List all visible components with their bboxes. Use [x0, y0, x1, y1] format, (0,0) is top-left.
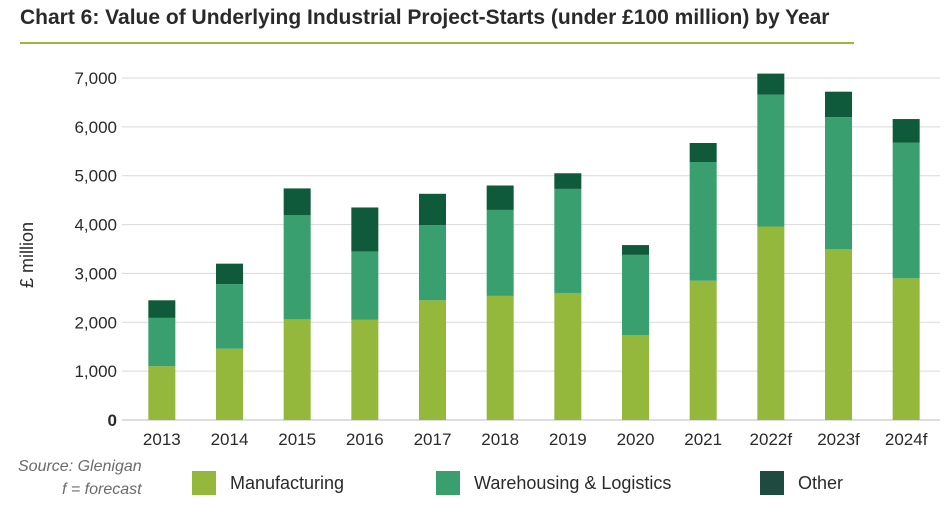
bar-other-2013 [148, 300, 176, 318]
bar-warehousing-logistics-2021 [689, 162, 717, 281]
legend-swatch-other [760, 471, 784, 495]
legend-label-other: Other [798, 472, 844, 493]
x-tick-label: 2022f [750, 430, 793, 449]
bar-other-2016 [351, 207, 379, 252]
forecast-note: f = forecast [62, 481, 142, 498]
bar-manufacturing-2024f [892, 278, 920, 420]
y-axis-label: £ million [17, 222, 37, 288]
bar-manufacturing-2016 [351, 319, 379, 420]
bar-other-2014 [216, 263, 243, 285]
x-tick-label: 2018 [481, 430, 519, 449]
x-tick-label: 2021 [684, 430, 722, 449]
bar-manufacturing-2018 [486, 295, 514, 420]
bar-other-2022f [757, 73, 785, 95]
bar-manufacturing-2017 [419, 300, 446, 420]
bar-warehousing-logistics-2014 [216, 284, 243, 349]
title-underline [20, 42, 854, 44]
y-tick-label: 0 [108, 411, 117, 430]
bar-manufacturing-2022f [757, 226, 785, 420]
y-axis-ticks: 0 1,000 2,000 3,000 4,000 5,000 6,000 7,000 [74, 69, 117, 430]
bar-warehousing-logistics-2018 [486, 209, 514, 296]
bar-warehousing-logistics-2016 [351, 251, 379, 320]
bar-other-2021 [689, 142, 717, 163]
y-tick-label: 6,000 [74, 118, 117, 137]
legend-label-manufacturing: Manufacturing [230, 472, 345, 493]
x-tick-label: 2014 [211, 430, 249, 449]
bar-other-2017 [419, 193, 446, 226]
x-tick-label: 2017 [414, 430, 452, 449]
bar-other-2024f [892, 119, 920, 143]
bar-manufacturing-2020 [622, 334, 649, 420]
bar-manufacturing-2023f [825, 249, 852, 420]
source-note: Source: Glenigan f = forecast [18, 455, 142, 501]
y-tick-label: 1,000 [74, 362, 117, 381]
bar-warehousing-logistics-2019 [554, 188, 582, 293]
legend-swatch-warehousing [436, 471, 460, 495]
bar-warehousing-logistics-2017 [419, 225, 446, 301]
y-tick-label: 4,000 [74, 216, 117, 235]
bar-manufacturing-2019 [554, 292, 582, 420]
x-tick-label: 2020 [617, 430, 655, 449]
bar-other-2020 [622, 245, 649, 255]
legend-swatch-manufacturing [192, 471, 216, 495]
bar-warehousing-logistics-2022f [757, 94, 785, 227]
x-tick-label: 2019 [549, 430, 587, 449]
x-tick-label: 2015 [278, 430, 316, 449]
y-tick-label: 7,000 [74, 69, 117, 88]
bar-other-2023f [825, 91, 852, 118]
bar-other-2018 [486, 185, 514, 210]
legend-label-warehousing: Warehousing & Logistics [474, 472, 672, 493]
y-tick-label: 5,000 [74, 167, 117, 186]
stacked-bar-chart: 0 1,000 2,000 3,000 4,000 5,000 6,000 7,000 201… [17, 69, 940, 449]
legend-item-other: Other [760, 471, 843, 495]
bar-manufacturing-2021 [689, 280, 717, 420]
x-axis-ticks: 2013 2014 2015 2016 2017 2018 2019 2020 2021 2022… [143, 430, 928, 449]
source-text: Source: Glenigan [18, 458, 142, 475]
x-tick-label: 2024f [885, 430, 928, 449]
x-tick-label: 2016 [346, 430, 384, 449]
bar-manufacturing-2014 [216, 348, 243, 420]
y-tick-label: 3,000 [74, 264, 117, 283]
x-tick-label: 2023f [817, 430, 860, 449]
bar-manufacturing-2015 [283, 319, 311, 420]
bar-warehousing-logistics-2013 [148, 317, 176, 367]
bar-warehousing-logistics-2024f [892, 142, 920, 279]
bar-warehousing-logistics-2020 [622, 254, 649, 335]
chart-title: Chart 6: Value of Underlying Industrial … [20, 6, 830, 29]
y-tick-label: 2,000 [74, 313, 117, 332]
bar-other-2015 [283, 188, 311, 216]
bar-other-2019 [554, 173, 582, 189]
bar-warehousing-logistics-2015 [283, 215, 311, 320]
legend-item-warehousing: Warehousing & Logistics [436, 471, 671, 495]
bar-warehousing-logistics-2023f [825, 117, 852, 249]
legend-item-manufacturing: Manufacturing [192, 471, 344, 495]
bars [148, 73, 920, 420]
bar-manufacturing-2013 [148, 366, 176, 420]
gridlines [122, 77, 940, 421]
x-tick-label: 2013 [143, 430, 181, 449]
